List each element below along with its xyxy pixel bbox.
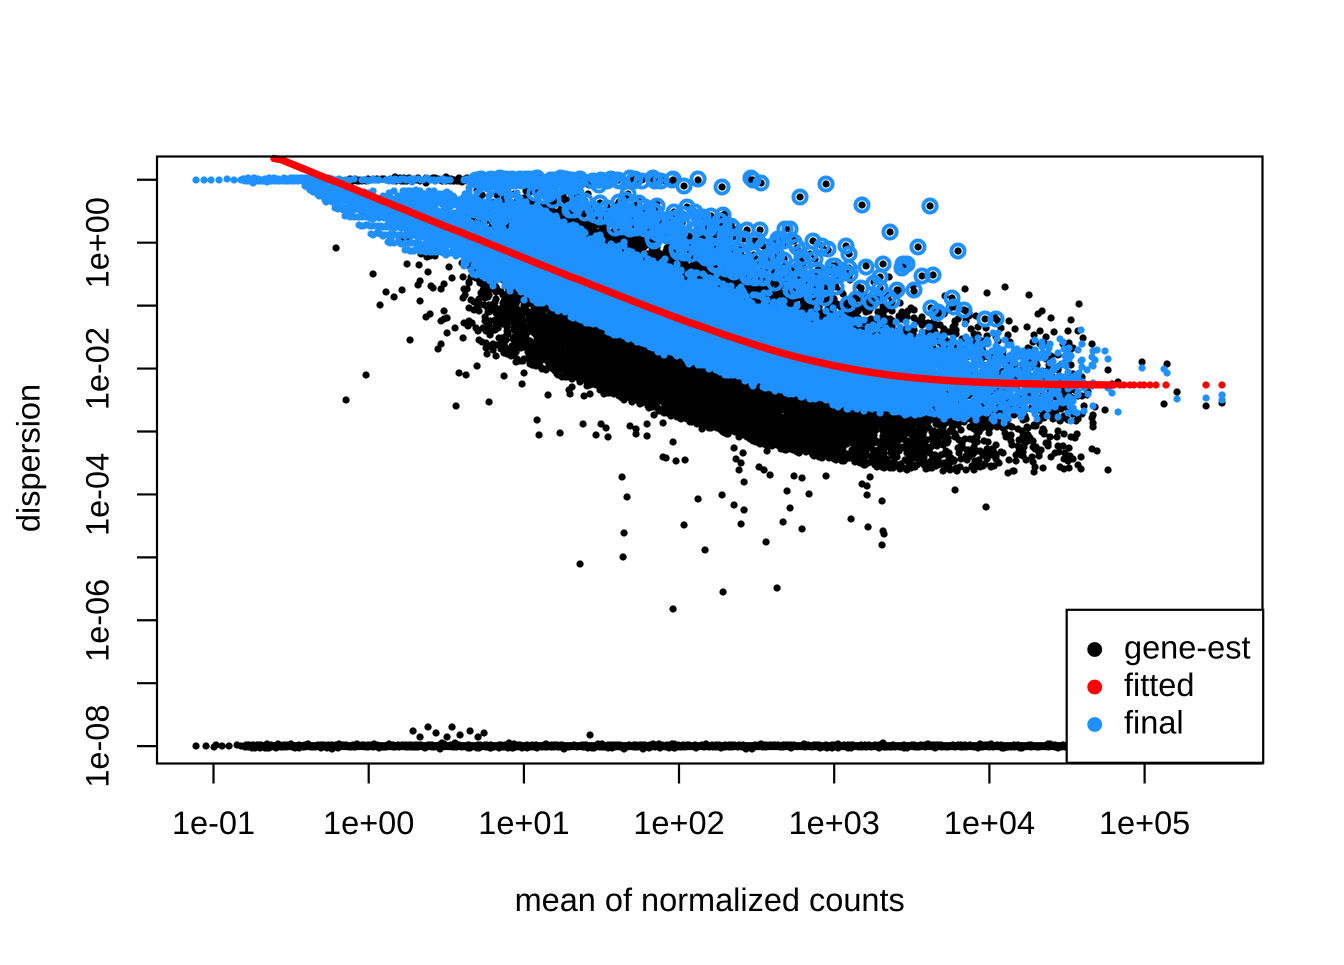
svg-text:dispersion: dispersion	[10, 384, 46, 532]
svg-text:1e+02: 1e+02	[633, 805, 724, 841]
svg-text:1e+05: 1e+05	[1099, 805, 1190, 841]
svg-text:1e-04: 1e-04	[80, 453, 116, 536]
svg-text:1e+01: 1e+01	[478, 805, 569, 841]
svg-text:gene-est: gene-est	[1124, 630, 1250, 666]
svg-text:1e-08: 1e-08	[80, 705, 116, 788]
svg-text:1e-06: 1e-06	[80, 579, 116, 662]
svg-text:final: final	[1124, 705, 1184, 741]
svg-text:1e-02: 1e-02	[80, 327, 116, 410]
svg-text:1e+04: 1e+04	[944, 805, 1035, 841]
svg-text:1e+00: 1e+00	[323, 805, 414, 841]
svg-text:1e+03: 1e+03	[789, 805, 880, 841]
svg-text:1e+00: 1e+00	[80, 197, 116, 288]
svg-text:mean of normalized counts: mean of normalized counts	[515, 882, 905, 918]
svg-text:fitted: fitted	[1124, 667, 1194, 703]
svg-text:1e-01: 1e-01	[172, 805, 255, 841]
